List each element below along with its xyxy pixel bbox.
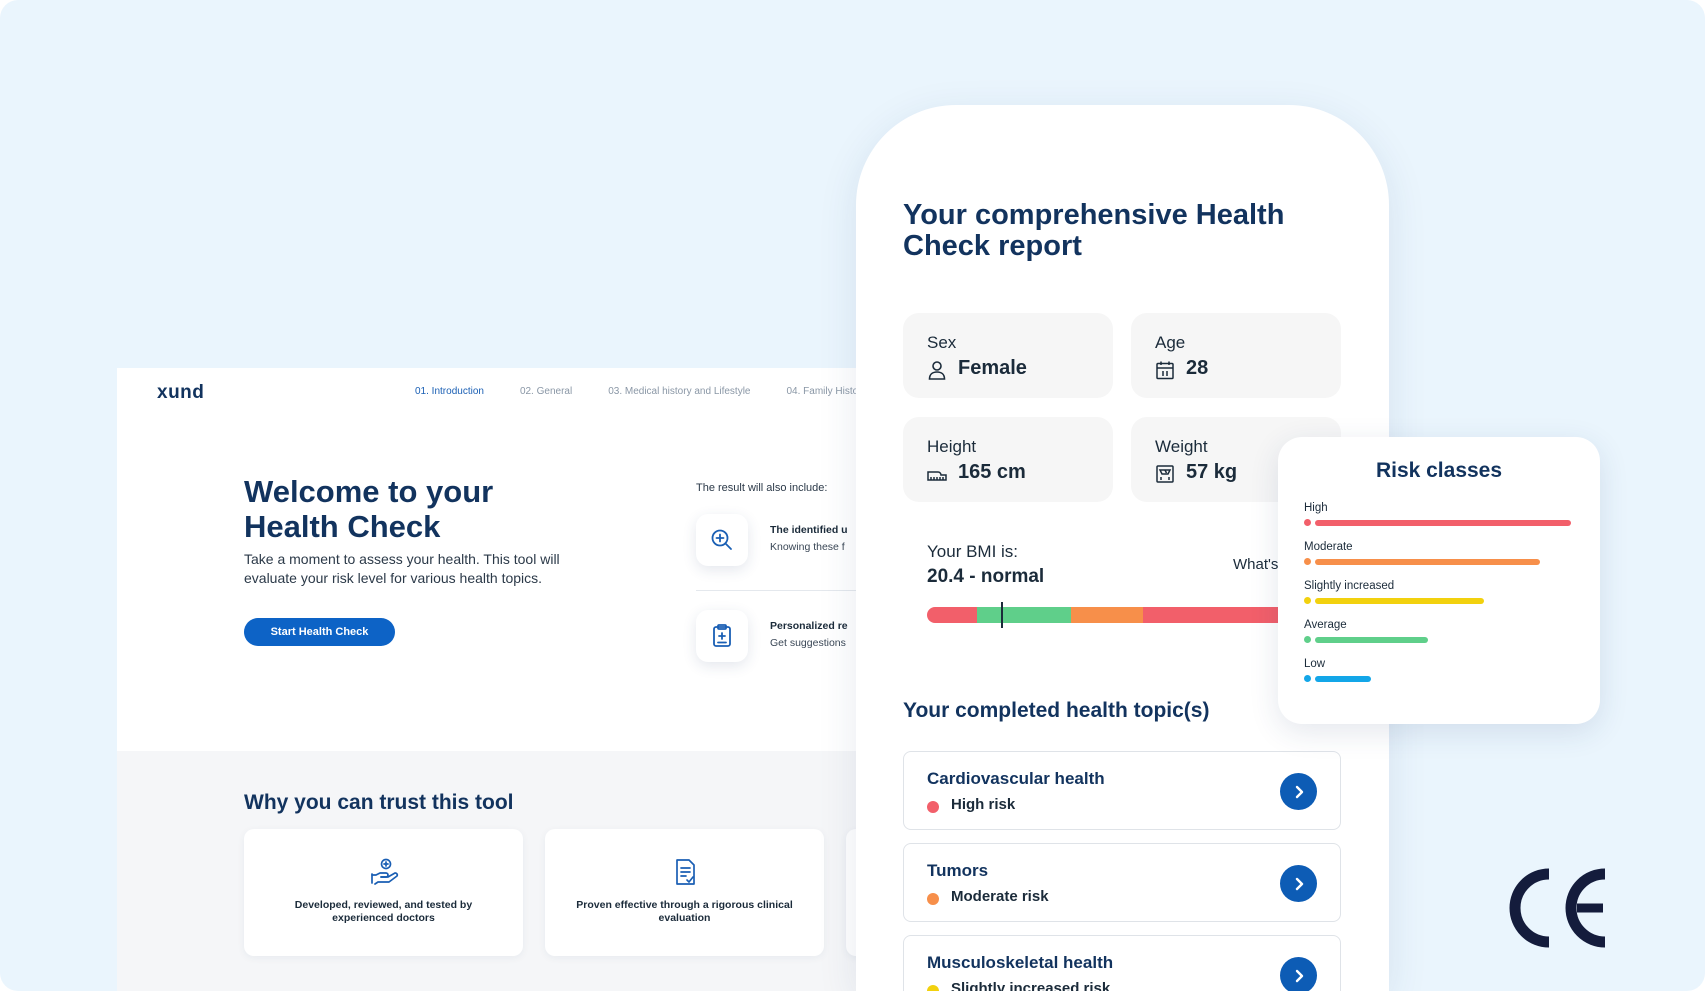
topic-card-cardiovascular[interactable]: Cardiovascular health High risk	[903, 751, 1341, 830]
trust-section: Why you can trust this tool Developed, r…	[117, 751, 877, 991]
topic-name: Tumors	[927, 861, 989, 880]
stat-value: 57 kg	[1186, 461, 1238, 483]
person-icon	[928, 361, 946, 380]
clipboard-plus-icon	[696, 610, 748, 662]
scale-icon	[1156, 465, 1174, 483]
risk-dot	[927, 801, 939, 813]
risk-class-average: Average	[1304, 619, 1584, 649]
bmi-marker	[1000, 602, 1003, 628]
chevron-right-icon[interactable]	[1280, 865, 1317, 902]
stat-value: 165 cm	[958, 461, 1026, 483]
chevron-right-icon[interactable]	[1280, 957, 1317, 991]
risk-class-dot	[1304, 597, 1311, 604]
hero-title: Welcome to your Health Check	[244, 474, 494, 544]
calendar-icon	[1156, 361, 1174, 380]
risk-class-dot	[1304, 636, 1311, 643]
topic-name: Cardiovascular health	[927, 769, 1105, 788]
bmi-segment	[1142, 607, 1287, 623]
stat-label: Sex	[927, 333, 957, 352]
include-title: Personalized re	[770, 620, 848, 632]
topic-risk: Moderate risk	[951, 888, 1049, 905]
trust-card-text: Proven effective through a rigorous clin…	[576, 899, 793, 924]
stat-card-sex: Sex Female	[903, 313, 1113, 398]
include-item-conditions: The identified u Knowing these f	[696, 514, 877, 570]
hero-description: Take a moment to assess your health. Thi…	[244, 551, 560, 586]
report-title: Your comprehensive Health Check report	[903, 199, 1285, 262]
bmi-value: 20.4 - normal	[927, 566, 1045, 587]
trust-card-text: Developed, reviewed, and tested by exper…	[294, 899, 473, 924]
chevron-right-icon[interactable]	[1280, 773, 1317, 810]
risk-class-slightly-increased: Slightly increased	[1304, 580, 1584, 610]
risk-class-dot	[1304, 519, 1311, 526]
topic-name: Musculoskeletal health	[927, 953, 1114, 972]
risk-dot	[927, 893, 939, 905]
topic-card-tumors[interactable]: Tumors Moderate risk	[903, 843, 1341, 922]
magnifier-plus-icon	[696, 514, 748, 566]
trust-card-clinical: Proven effective through a rigorous clin…	[545, 829, 824, 956]
risk-class-label: Low	[1304, 658, 1326, 670]
risk-class-moderate: Moderate	[1304, 541, 1584, 571]
hand-heart-icon	[371, 858, 399, 885]
web-page-preview: xund 01. Introduction 02. General 03. Me…	[117, 368, 877, 991]
risk-class-label: High	[1304, 502, 1328, 514]
trust-title: Why you can trust this tool	[244, 791, 514, 814]
risk-class-dot	[1304, 558, 1311, 565]
includes-divider	[696, 590, 876, 591]
bmi-segment	[927, 607, 978, 623]
risk-class-bar	[1315, 598, 1484, 604]
stat-card-age: Age 28	[1131, 313, 1341, 398]
risk-class-bar	[1315, 637, 1428, 643]
step-general[interactable]: 02. General	[519, 386, 573, 397]
risk-classes-card: Risk classes High Moderate Slightly increa…	[1278, 437, 1600, 724]
bmi-info-link[interactable]: What's	[1233, 556, 1279, 573]
stat-label: Weight	[1155, 437, 1208, 456]
topic-risk: Slightly increased risk	[951, 980, 1111, 991]
xund-logo[interactable]: xund	[157, 382, 205, 403]
document-check-icon	[676, 859, 695, 885]
risk-classes-title: Risk classes	[1375, 459, 1503, 482]
bmi-segment	[1070, 607, 1143, 623]
topics-title: Your completed health topic(s)	[903, 699, 1210, 722]
include-title: The identified u	[770, 524, 848, 536]
start-health-check-button[interactable]: Start Health Check	[244, 618, 395, 646]
stat-label: Age	[1155, 333, 1186, 352]
risk-dot	[927, 985, 939, 991]
risk-class-bar	[1315, 676, 1372, 682]
bmi-scale-bar	[927, 607, 1287, 623]
risk-class-dot	[1304, 675, 1311, 682]
risk-class-label: Average	[1304, 619, 1347, 631]
trust-card-doctors: Developed, reviewed, and tested by exper…	[244, 829, 523, 956]
include-item-recommendations: Personalized re Get suggestions	[696, 610, 877, 666]
step-family-history[interactable]: 04. Family Histo	[786, 386, 859, 397]
stat-value: 28	[1186, 357, 1209, 379]
risk-class-label: Slightly increased	[1304, 580, 1395, 592]
bmi-label: Your BMI is:	[927, 542, 1019, 561]
risk-class-low: Low	[1304, 658, 1584, 688]
stat-card-height: Height 165 cm	[903, 417, 1113, 502]
risk-class-bar	[1315, 559, 1541, 565]
includes-label: The result will also include:	[696, 482, 828, 494]
risk-class-label: Moderate	[1304, 541, 1353, 553]
ce-mark-icon	[1509, 868, 1606, 948]
topic-card-musculoskeletal[interactable]: Musculoskeletal health Slightly increase…	[903, 935, 1341, 991]
bmi-segment	[977, 607, 1071, 623]
stat-value: Female	[958, 357, 1027, 379]
risk-class-bar	[1315, 520, 1571, 526]
stat-label: Height	[927, 437, 977, 456]
topic-risk: High risk	[951, 796, 1016, 813]
step-medical-history[interactable]: 03. Medical history and Lifestyle	[608, 386, 751, 397]
step-introduction[interactable]: 01. Introduction	[415, 386, 484, 397]
step-navigation: 01. Introduction 02. General 03. Medical…	[415, 386, 858, 397]
risk-class-high: High	[1304, 502, 1584, 532]
include-subtitle: Get suggestions	[770, 637, 846, 649]
ruler-icon	[927, 471, 947, 481]
include-subtitle: Knowing these f	[770, 541, 845, 553]
